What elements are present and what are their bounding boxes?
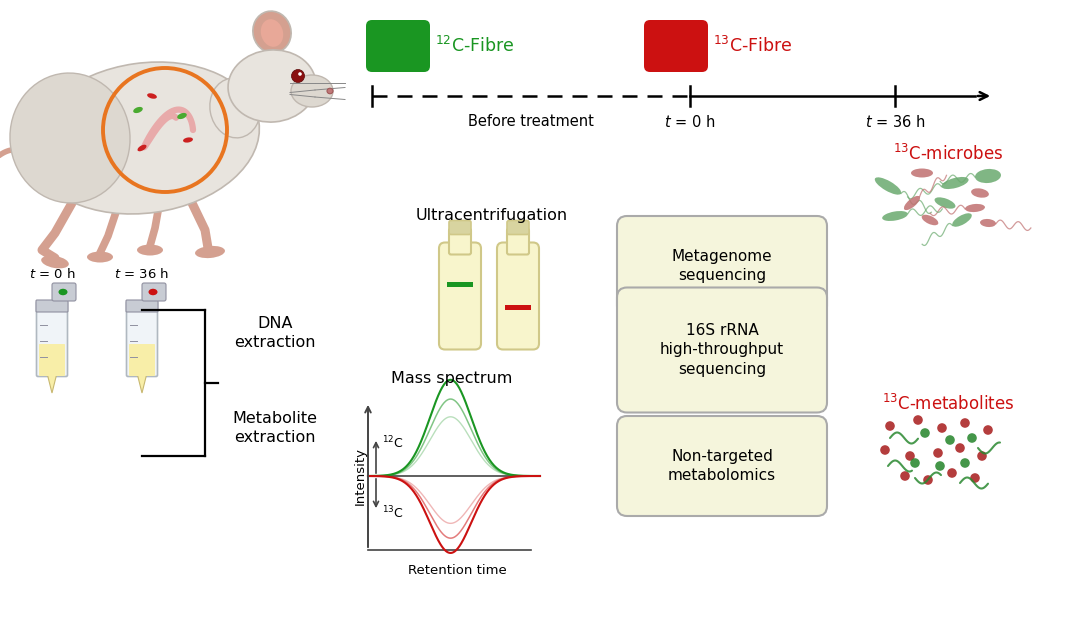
FancyBboxPatch shape (366, 20, 430, 72)
Circle shape (935, 461, 945, 471)
Ellipse shape (183, 137, 193, 143)
Ellipse shape (210, 78, 260, 138)
Ellipse shape (875, 177, 901, 195)
Text: Before treatment: Before treatment (468, 114, 594, 129)
FancyBboxPatch shape (52, 283, 76, 301)
Text: $^{12}$C-Fibre: $^{12}$C-Fibre (435, 36, 514, 56)
Text: Mass spectrum: Mass spectrum (391, 371, 513, 386)
Text: $t$ = 36 h: $t$ = 36 h (114, 267, 170, 281)
FancyBboxPatch shape (438, 242, 481, 350)
Ellipse shape (30, 62, 259, 214)
FancyBboxPatch shape (37, 302, 67, 376)
Circle shape (914, 415, 922, 425)
Text: $t$ = 0 h: $t$ = 0 h (664, 114, 716, 130)
Text: Retention time: Retention time (408, 564, 507, 577)
Text: Non-targeted
metabolomics: Non-targeted metabolomics (667, 449, 777, 483)
Circle shape (901, 471, 909, 481)
FancyBboxPatch shape (39, 344, 65, 376)
FancyBboxPatch shape (126, 302, 158, 376)
Bar (505, 305, 531, 309)
Circle shape (886, 421, 895, 431)
Ellipse shape (934, 197, 956, 209)
Circle shape (955, 443, 964, 453)
Text: $^{12}$C: $^{12}$C (382, 434, 404, 451)
FancyBboxPatch shape (497, 242, 539, 350)
Text: 16S rRNA
high-throughput
sequencing: 16S rRNA high-throughput sequencing (660, 323, 784, 376)
Circle shape (983, 425, 993, 435)
FancyBboxPatch shape (129, 344, 156, 376)
Ellipse shape (228, 50, 316, 122)
Text: Ultracentrifugation: Ultracentrifugation (416, 208, 568, 223)
Circle shape (923, 475, 933, 485)
Ellipse shape (327, 88, 333, 94)
Circle shape (292, 70, 305, 82)
FancyBboxPatch shape (617, 216, 827, 316)
Text: $^{13}$C: $^{13}$C (382, 505, 404, 521)
Ellipse shape (291, 75, 333, 107)
Ellipse shape (912, 168, 933, 177)
Circle shape (947, 468, 957, 478)
Ellipse shape (253, 11, 292, 53)
FancyBboxPatch shape (507, 228, 529, 255)
FancyBboxPatch shape (644, 20, 708, 72)
Ellipse shape (41, 256, 69, 269)
Ellipse shape (980, 219, 996, 227)
Text: DNA
extraction: DNA extraction (234, 316, 315, 350)
Circle shape (910, 458, 920, 468)
Text: Intensity: Intensity (353, 447, 366, 505)
Ellipse shape (882, 211, 908, 221)
Ellipse shape (971, 188, 989, 198)
FancyBboxPatch shape (449, 228, 471, 255)
Text: Metabolite
extraction: Metabolite extraction (232, 411, 318, 445)
Circle shape (298, 72, 301, 76)
Ellipse shape (975, 169, 1001, 183)
Circle shape (968, 433, 976, 443)
Text: $^{13}$C-metabolites: $^{13}$C-metabolites (881, 394, 1014, 414)
FancyBboxPatch shape (449, 221, 471, 235)
Ellipse shape (260, 19, 283, 47)
Text: $t$ = 36 h: $t$ = 36 h (865, 114, 926, 130)
Polygon shape (130, 345, 154, 393)
Ellipse shape (10, 73, 130, 203)
Circle shape (945, 435, 955, 445)
FancyBboxPatch shape (36, 300, 68, 312)
FancyBboxPatch shape (507, 221, 529, 235)
Bar (447, 283, 473, 287)
Ellipse shape (137, 145, 147, 151)
Circle shape (970, 473, 980, 483)
Text: $t$ = 0 h: $t$ = 0 h (29, 267, 76, 281)
Ellipse shape (133, 107, 143, 113)
FancyBboxPatch shape (617, 288, 827, 413)
Ellipse shape (195, 246, 225, 258)
Text: $^{13}$C-microbes: $^{13}$C-microbes (893, 144, 1003, 164)
Ellipse shape (147, 93, 157, 99)
Circle shape (937, 423, 947, 433)
Circle shape (933, 449, 943, 458)
Polygon shape (40, 345, 64, 393)
Ellipse shape (921, 215, 939, 225)
Text: $^{13}$C-Fibre: $^{13}$C-Fibre (713, 36, 793, 56)
Ellipse shape (137, 244, 163, 255)
Circle shape (960, 418, 970, 428)
Circle shape (960, 458, 970, 468)
Ellipse shape (966, 204, 985, 212)
Ellipse shape (904, 196, 920, 210)
FancyBboxPatch shape (126, 300, 158, 312)
Ellipse shape (149, 289, 158, 295)
Circle shape (905, 451, 915, 461)
Circle shape (920, 428, 930, 438)
Ellipse shape (58, 289, 67, 295)
Ellipse shape (87, 251, 113, 262)
Text: Metagenome
sequencing: Metagenome sequencing (672, 249, 772, 283)
Ellipse shape (942, 177, 969, 189)
FancyBboxPatch shape (617, 416, 827, 516)
Circle shape (977, 451, 987, 461)
Ellipse shape (953, 213, 972, 226)
FancyBboxPatch shape (141, 283, 166, 301)
Circle shape (880, 445, 890, 455)
Ellipse shape (177, 113, 187, 119)
